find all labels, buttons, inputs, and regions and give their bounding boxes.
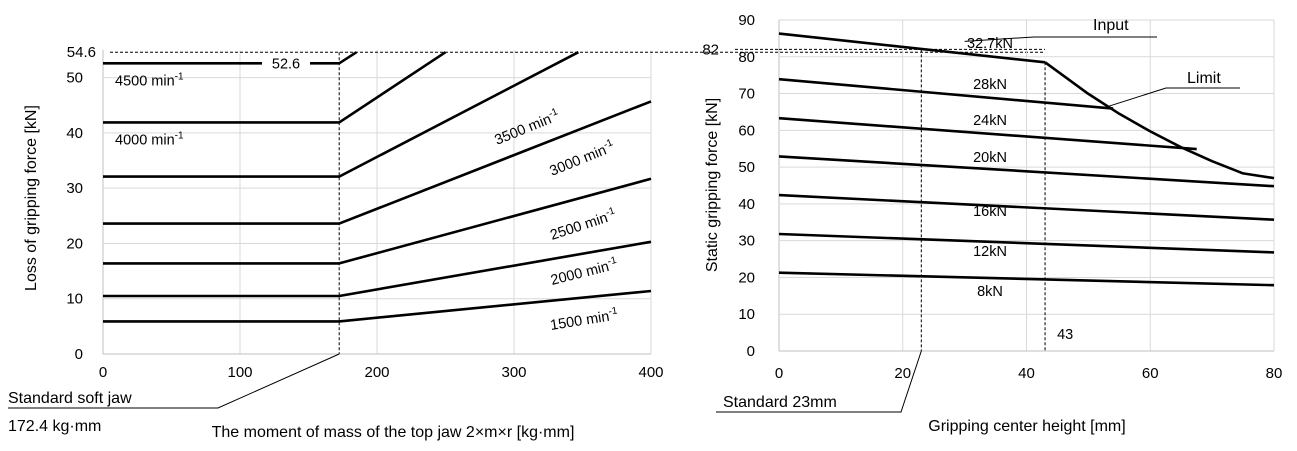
right-y-tick-label: 90: [738, 12, 755, 29]
series-label-text: 4000 min: [115, 132, 175, 148]
right-y-tick-label: 70: [738, 86, 755, 103]
left-series-line: [103, 51, 579, 178]
series-label-superscript: -1: [175, 130, 184, 141]
right-gridlines: [778, 19, 1275, 352]
left-series-label: 3000 min-1: [547, 137, 618, 180]
right-y-tick-label: 40: [738, 196, 755, 213]
standard-soft-jaw-annotation: [8, 52, 340, 409]
left-top-tick-label: 54.6: [67, 44, 96, 61]
standard-23mm-leader-line: [716, 350, 922, 413]
left-x-tick-label: 0: [99, 364, 107, 381]
left-series-label: 2500 min-1: [548, 205, 619, 243]
right-y-tick-label: 30: [738, 233, 755, 250]
left-y-tick-label: 10: [66, 291, 83, 308]
left-series-label: 4500 min-1: [115, 71, 184, 89]
right-series-label: 16kN: [973, 204, 1007, 220]
right-series-line: [778, 193, 1275, 221]
right-y-axis-label: Static gripping force [kN]: [704, 98, 721, 272]
left-y-tick-label: 50: [66, 70, 83, 87]
series-label-text: 1500 min: [549, 309, 610, 334]
left-series-label: 4000 min-1: [115, 130, 184, 148]
right-series-line: [778, 77, 1114, 110]
left-tick-labels: 0 100 200 300 400 0 10 20 30 40 50: [66, 70, 663, 381]
left-series-label: 2000 min-1: [549, 255, 620, 289]
right-x-tick-label: 20: [894, 365, 911, 382]
right-x-axis-label: Gripping center height [mm]: [928, 418, 1125, 435]
right-series-line: [778, 155, 1275, 188]
left-y-tick-label: 0: [75, 346, 83, 363]
right-series-label: 24kN: [973, 113, 1007, 129]
left-x-tick-label: 400: [638, 364, 663, 381]
right-series-line: [1044, 61, 1275, 180]
right-series-line: [778, 271, 1275, 287]
left-series-line: [103, 51, 358, 65]
series-label-text: 2000 min: [549, 259, 611, 289]
right-annotation-lines: [716, 36, 1240, 413]
series-label-text: 3000 min: [548, 143, 609, 180]
right-series-line: [778, 32, 1046, 64]
value-52-6-background: [262, 54, 310, 72]
right-series-label: 12kN: [973, 244, 1007, 260]
left-x-tick-label: 300: [501, 364, 526, 381]
right-series-lines: [778, 32, 1275, 287]
value-43-label: 43: [1057, 327, 1073, 343]
left-gridlines: [102, 50, 652, 355]
left-value-52-6: 52.6: [272, 56, 300, 72]
series-label-superscript: -1: [175, 71, 184, 82]
left-y-axis-label: Loss of gripping force [kN]: [23, 105, 40, 291]
right-y-tick-label: 20: [738, 269, 755, 286]
input-leader-line: [964, 36, 1157, 42]
right-x-tick-label: 80: [1266, 365, 1283, 382]
right-x-tick-label: 60: [1142, 365, 1159, 382]
limit-leader-line: [1106, 87, 1240, 108]
right-value-82-label: 82: [702, 41, 719, 58]
right-chart: 0 20 40 60 80 0 10 20 30 40 50 60 70 80 90 8kN 12kN 16kN…: [702, 12, 1282, 435]
standard-soft-jaw-label: Standard soft jaw: [8, 390, 132, 407]
left-x-tick-label: 100: [227, 364, 252, 381]
right-x-tick-label: 0: [775, 365, 783, 382]
limit-label: Limit: [1187, 70, 1221, 87]
standard-soft-jaw-value: 172.4 kg·mm: [8, 418, 101, 435]
right-series-line: [778, 232, 1275, 254]
right-y-tick-label: 10: [738, 306, 755, 323]
input-label: Input: [1093, 17, 1129, 34]
left-x-axis-label: The moment of mass of the top jaw 2×m×r …: [212, 424, 575, 441]
left-x-tick-label: 200: [364, 364, 389, 381]
series-label-superscript: -1: [608, 305, 619, 317]
right-y-tick-label: 60: [738, 122, 755, 139]
left-series-line: [103, 240, 652, 298]
right-tick-labels: 0 20 40 60 80 0 10 20 30 40 50 60 70 80 90: [738, 12, 1282, 382]
left-y-tick-label: 40: [66, 125, 83, 142]
standard-23mm-label: Standard 23mm: [723, 394, 837, 411]
right-series-label: 8kN: [977, 284, 1003, 300]
right-x-tick-label: 40: [1018, 365, 1035, 382]
left-y-tick-label: 20: [66, 235, 83, 252]
right-series-label: 20kN: [973, 150, 1007, 166]
series-label-superscript: -1: [606, 255, 618, 268]
left-series-label: 1500 min-1: [549, 305, 620, 334]
right-y-tick-label: 0: [747, 343, 755, 360]
series-label-text: 4500 min: [115, 73, 175, 89]
series-label-superscript: -1: [604, 205, 616, 218]
right-y-tick-label: 80: [738, 49, 755, 66]
left-series-line: [103, 289, 652, 323]
left-series-label: 3500 min-1: [492, 106, 563, 149]
standard-soft-jaw-leader-line: [8, 353, 340, 409]
right-series-line: [778, 116, 1197, 151]
right-series-label: 28kN: [973, 77, 1007, 93]
left-y-tick-label: 30: [66, 180, 83, 197]
series-label-text: 2500 min: [548, 210, 610, 244]
right-y-tick-label: 50: [738, 159, 755, 176]
